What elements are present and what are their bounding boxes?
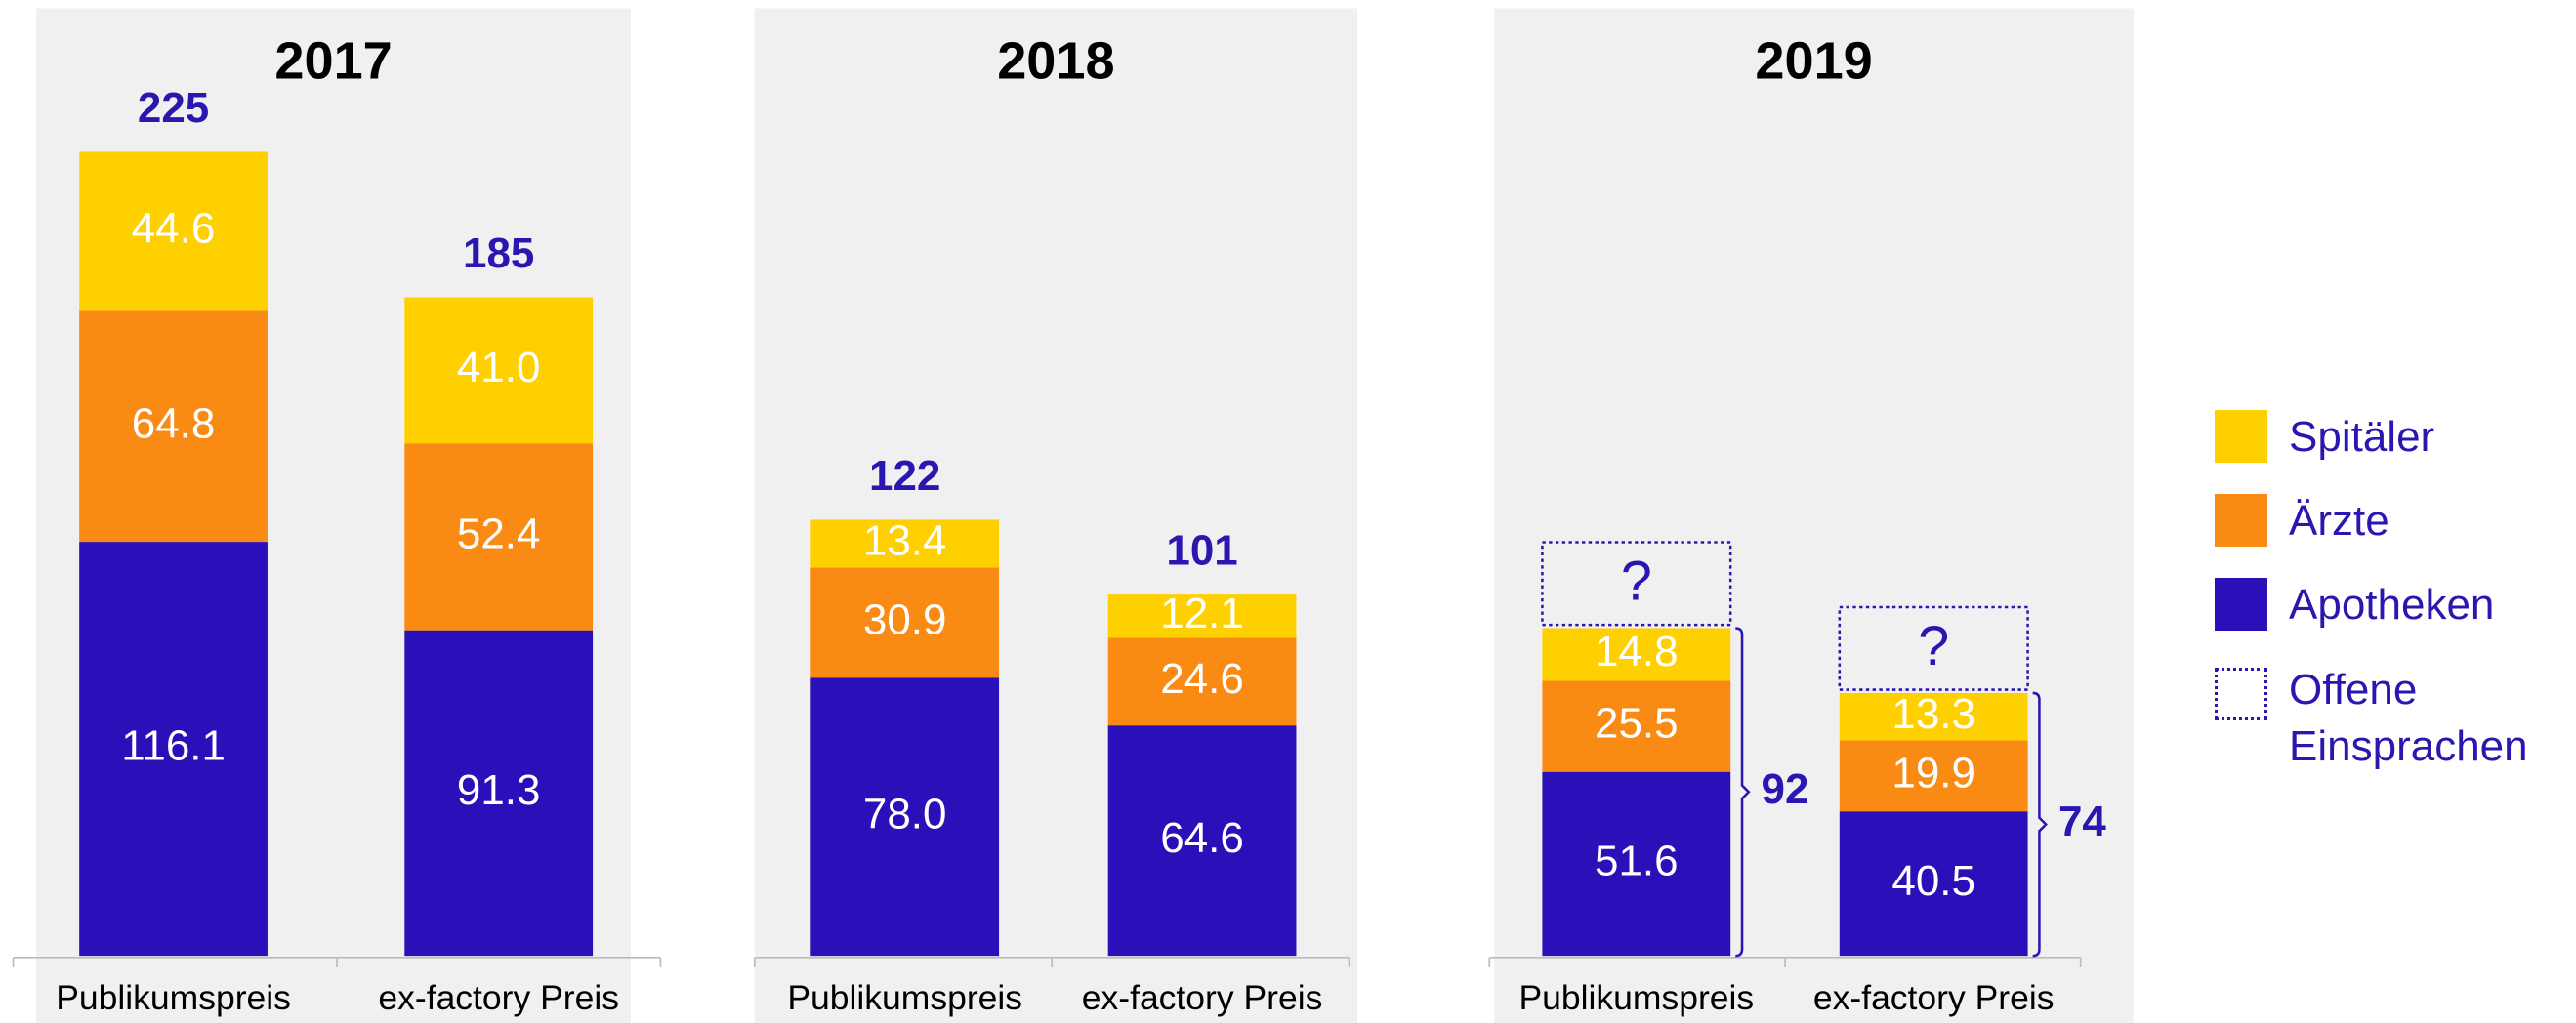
value-label: 51.6 [1595,838,1679,885]
legend-swatch [2215,668,2267,720]
chart-title: 2018 [997,31,1114,90]
value-label: 24.6 [1160,655,1244,703]
chart-title: 2019 [1755,31,1872,90]
open-label: ? [1621,551,1652,613]
bar-segment [810,519,1000,568]
chart-title: 2017 [274,31,392,90]
total-label: 74 [2058,798,2106,845]
value-label: 64.6 [1160,814,1244,862]
total-label: 185 [463,229,534,277]
bar-segment [1839,692,2028,741]
bar-segment [404,297,594,444]
bar-segment [1542,628,1731,681]
value-label: 13.3 [1891,690,1975,738]
total-label: 92 [1762,765,1809,813]
value-label: 19.9 [1891,749,1975,797]
bar-segment [1839,740,2028,812]
legend-item: Spitäler [2215,410,2576,465]
legend-item: Offene Einsprachen [2215,662,2576,775]
legend-item: Apotheken [2215,578,2576,633]
x-tick-label: Publikumspreis [56,978,291,1017]
value-label: 78.0 [863,790,947,838]
legend-label: Offene Einsprachen [2289,666,2528,770]
legend: Spitäler Ärzte Apotheken Offene Einsprachen [2215,410,2576,804]
value-label: 30.9 [863,595,947,643]
total-label: 225 [138,84,209,132]
value-label: 44.6 [132,205,216,253]
bar-segment [1542,680,1731,772]
bracket [1735,627,1751,958]
x-tick-label: ex-factory Preis [1813,978,2055,1017]
legend-label: Apotheken [2289,581,2495,629]
total-label: 122 [869,452,940,500]
legend-swatch [2215,410,2267,463]
value-label: 91.3 [457,766,541,814]
bar-segment [79,310,268,543]
open-box [1838,605,2029,691]
legend-label: Spitäler [2289,413,2435,461]
legend-label: Ärzte [2289,497,2389,545]
value-label: 64.8 [132,399,216,447]
legend-swatch [2215,494,2267,547]
bar-segment [404,630,594,957]
bar-segment [810,567,1000,678]
value-label: 12.1 [1160,590,1244,637]
bar-segment [1839,811,2028,957]
legend-swatch [2215,578,2267,631]
value-label: 41.0 [457,344,541,391]
value-label: 25.5 [1595,700,1679,748]
open-box [1541,541,1732,627]
value-label: 40.5 [1891,857,1975,905]
legend-item: Ärzte [2215,494,2576,549]
total-label: 101 [1166,526,1237,574]
x-tick-label: Publikumspreis [1518,978,1754,1017]
bracket [2032,691,2048,958]
bar-segment [79,542,268,957]
bar-segment [810,677,1000,957]
value-label: 52.4 [457,511,541,558]
x-tick-label: ex-factory Preis [378,978,619,1017]
bar-segment [1107,594,1297,638]
bar-segment [1107,725,1297,957]
bar-segment [79,151,268,311]
bar-segment [1107,637,1297,726]
value-label: 14.8 [1595,628,1679,675]
bar-segment [404,443,594,631]
value-label: 13.4 [863,517,947,565]
open-label: ? [1918,615,1949,677]
bar-segment [1542,771,1731,957]
x-tick-label: ex-factory Preis [1082,978,1323,1017]
value-label: 116.1 [121,722,226,770]
x-tick-label: Publikumspreis [787,978,1022,1017]
